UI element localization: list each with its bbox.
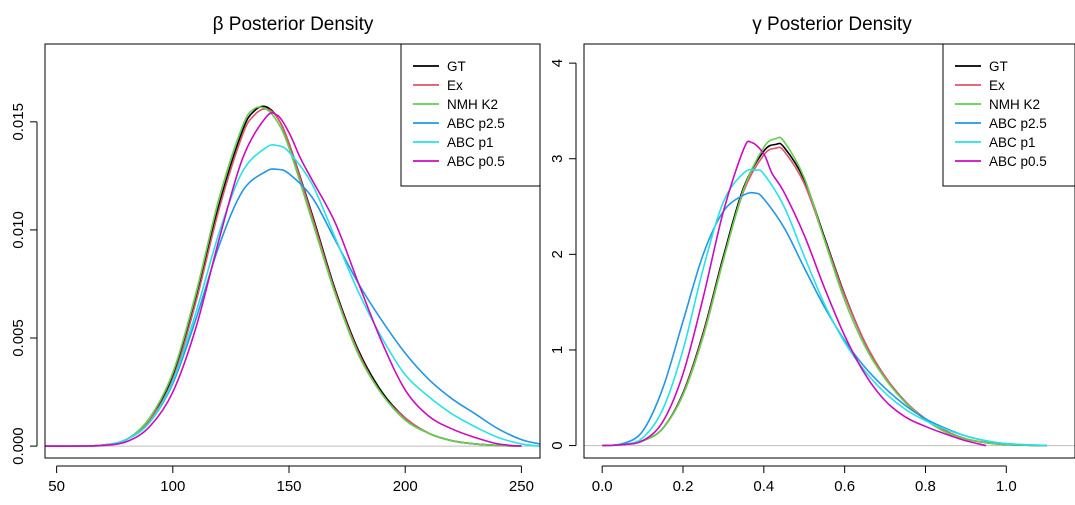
legend: GT Ex NMH K2 ABC p2.5 ABC p1 ABC p0.5 (942, 43, 1075, 187)
density-curve-nmh-k2 (602, 136, 1047, 447)
y-tick-label: 1 (549, 346, 566, 354)
legend-label: ABC p0.5 (989, 154, 1047, 169)
legend-label: GT (447, 59, 466, 74)
chart-title: γ Posterior Density (752, 14, 912, 35)
density-curve-gt (602, 142, 1047, 447)
legend: GT Ex NMH K2 ABC p2.5 ABC p1 ABC p0.5 (400, 43, 541, 187)
legend-label: ABC p2.5 (447, 116, 505, 131)
y-tick-label: 3 (549, 155, 566, 163)
x-tick-label: 150 (276, 478, 301, 495)
plot-frame (44, 43, 541, 459)
density-curve-abc-p0-5 (45, 111, 522, 447)
density-curve-nmh-k2 (45, 106, 522, 447)
legend-label: ABC p2.5 (989, 116, 1047, 131)
y-tick-label: 0.015 (10, 103, 27, 141)
chart-title: β Posterior Density (213, 14, 374, 35)
y-tick-label: 2 (549, 250, 566, 258)
x-tick-label: 1.0 (996, 478, 1017, 495)
x-tick-label: 0.0 (592, 478, 613, 495)
density-curve-abc-p1 (45, 144, 540, 447)
plot-frame (583, 43, 1075, 459)
x-tick-label: 0.6 (834, 478, 855, 495)
density-curve-abc-p2-5 (602, 191, 1047, 447)
gamma-density-panel: γ Posterior Density 0.0 0.2 0.4 0.6 0.8 1.0 0 1… (549, 14, 1075, 495)
legend-box (942, 43, 1075, 187)
y-tick-label: 0.000 (10, 427, 27, 465)
y-tick-label: 4 (549, 59, 566, 67)
y-tick-label: 0.005 (10, 319, 27, 357)
legend-label: ABC p1 (989, 135, 1036, 150)
density-curve-ex (602, 146, 1047, 447)
x-tick-label: 50 (48, 478, 65, 495)
legend-label: NMH K2 (447, 97, 498, 112)
legend-label: ABC p1 (447, 135, 494, 150)
legend-label: GT (989, 59, 1008, 74)
legend-label: ABC p0.5 (447, 154, 505, 169)
density-curve-abc-p1 (602, 168, 1047, 447)
x-tick-label: 100 (160, 478, 185, 495)
legend-label: Ex (447, 78, 463, 93)
legend-label: Ex (989, 78, 1005, 93)
y-tick-label: 0 (549, 441, 566, 449)
beta-density-panel: β Posterior Density 50 100 150 200 250 0.000 0… (10, 14, 541, 495)
density-curve-abc-p0-5 (602, 140, 987, 447)
x-tick-label: 0.4 (753, 478, 774, 495)
legend-label: NMH K2 (989, 97, 1040, 112)
x-tick-label: 0.2 (673, 478, 694, 495)
x-tick-label: 250 (509, 478, 534, 495)
density-curve-abc-p2-5 (45, 168, 540, 447)
y-tick-label: 0.010 (10, 211, 27, 249)
x-tick-label: 0.8 (915, 478, 936, 495)
x-tick-label: 200 (393, 478, 418, 495)
legend-box (400, 43, 541, 187)
